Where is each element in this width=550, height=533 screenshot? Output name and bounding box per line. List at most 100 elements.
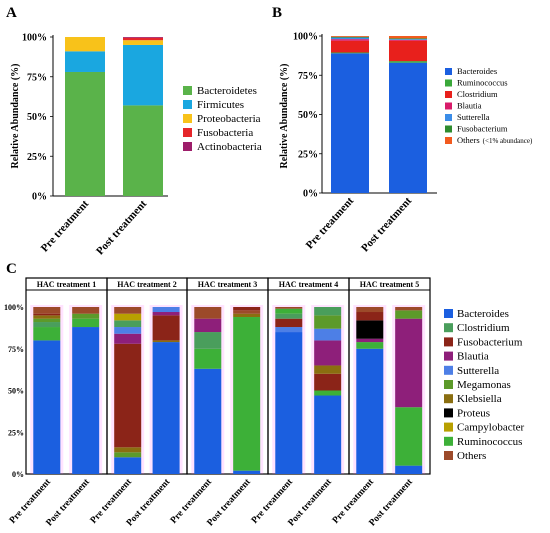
a-legend-label: Proteobacteria	[197, 113, 261, 125]
c-bar-segment-megamonas	[314, 315, 342, 329]
b-legend-swatch	[445, 137, 452, 144]
c-bar-segment-bacteroides	[72, 327, 100, 474]
c-bar-segment-sutterella	[114, 327, 142, 334]
c-legend-label: Klebsiella	[457, 393, 502, 405]
c-group-title: HAC treatment 3	[198, 280, 257, 289]
c-bar-segment-klebsiella	[33, 315, 61, 319]
a-bar-segment-bacteroidetes	[123, 105, 163, 196]
b-ytick-label: 25%	[298, 149, 318, 160]
a-legend-label: Fusobacteria	[197, 127, 253, 139]
c-bar-segment-klebsiella	[314, 365, 342, 374]
b-legend-swatch	[445, 91, 452, 98]
c-legend-swatch	[444, 422, 453, 432]
a-legend-label: Bacteroidetes	[197, 85, 257, 97]
panel-label-c: C	[6, 261, 17, 277]
c-bar-segment-others	[194, 307, 222, 319]
a-legend-swatch	[183, 86, 192, 95]
c-bar-segment-klebsiella	[114, 447, 142, 453]
b-bar-segment-ruminococcus	[389, 61, 427, 63]
c-bar-segment-others	[114, 307, 142, 314]
c-bar-segment-megamonas	[72, 313, 100, 319]
c-bar-segment-others	[395, 307, 423, 311]
c-bar-segment-campylobacter	[114, 313, 142, 321]
a-bar-segment-bacteroidetes	[65, 71, 105, 196]
c-group-title: HAC treatment 1	[37, 280, 96, 289]
b-bar-segment-others	[331, 36, 369, 37]
c-bar-segment-proteus	[356, 320, 384, 339]
c-legend-label: Blautia	[457, 351, 489, 363]
panel-c-chart: HAC treatment 1 HAC treatment 2 HAC treatm…	[4, 277, 525, 528]
c-bar-segment-others	[72, 307, 100, 314]
b-legend-label: Sutterella	[457, 112, 490, 122]
b-bar-segment-blautia	[331, 39, 369, 41]
b-ytick-label: 75%	[298, 71, 318, 82]
panel-label-a: A	[6, 5, 17, 21]
b-legend-swatch	[445, 102, 452, 110]
b-bar-segment-bacteroides	[389, 62, 427, 193]
c-bar-segment-ruminococcus	[194, 348, 222, 369]
c-bar-segment-ruminococcus	[72, 318, 100, 328]
a-legend-label: Actinobacteria	[197, 141, 262, 153]
c-bar-segment-blautia	[314, 340, 342, 366]
b-legend-swatch	[445, 68, 452, 75]
c-bar-segment-bacteroides	[275, 332, 303, 474]
panel-a-chart: Relative Abundance (%) 0% 25% 50% 75% 100% P…	[10, 33, 262, 258]
a-ytick-label: 50%	[27, 112, 47, 123]
c-legend-label: Sutterella	[457, 365, 499, 377]
c-bar-segment-megamonas	[395, 310, 423, 319]
c-legend-swatch	[444, 323, 453, 333]
c-bar-segment-ruminococcus	[275, 308, 303, 314]
c-bar-segment-sutterella	[314, 328, 342, 341]
a-legend-swatch	[183, 114, 192, 123]
c-bar-segment-clostridium	[33, 322, 61, 328]
a-bar-segment-firmicutes	[123, 44, 163, 106]
c-bar-segment-clostridium	[275, 313, 303, 319]
c-bar-segment-fusobacterium	[33, 313, 61, 316]
c-bar-segment-bacteroides	[114, 457, 142, 474]
c-bar-segment-blautia	[395, 318, 423, 408]
panel-label-b: B	[272, 5, 282, 21]
a-xtick-label: Post treatment	[94, 198, 149, 258]
b-bar-segment-fusobacterium	[389, 38, 427, 40]
c-bar-segment-bacteroides	[194, 368, 222, 474]
b-legend-swatch	[445, 114, 452, 121]
c-legend-label: Others	[457, 450, 486, 462]
c-bar-segment-fusobacterium	[356, 312, 384, 321]
c-bar-segment-bacteroides	[395, 465, 423, 474]
b-ytick-label: 0%	[303, 189, 318, 200]
a-bar-segment-proteobacteria	[65, 37, 105, 52]
a-bar-segment-proteobacteria	[123, 40, 163, 45]
b-legend-label: Others (<1% abundance)	[457, 135, 533, 145]
b-legend-label: Clostridium	[457, 89, 498, 99]
b-legend-label: Blautia	[457, 101, 482, 111]
a-legend-label: Firmicutes	[197, 99, 244, 111]
c-ytick-label: 50%	[8, 387, 24, 396]
c-legend-label: Bacteroides	[457, 308, 509, 320]
c-bar-segment-clostridium	[114, 320, 142, 328]
c-legend-label: Campylobacter	[457, 422, 525, 434]
b-bar-segment-ruminococcus	[331, 52, 369, 54]
b-legend-label: Ruminococcus	[457, 78, 508, 88]
c-bar-segment-klebsiella	[233, 313, 261, 318]
c-legend-swatch	[444, 351, 453, 361]
c-legend-label: Ruminococcus	[457, 436, 522, 448]
c-legend-label: Proteus	[457, 407, 490, 419]
c-bar-segment-fusobacterium	[233, 307, 261, 311]
c-bar-segment-ruminococcus	[356, 342, 384, 349]
c-ytick-label: 75%	[8, 345, 24, 354]
c-legend-swatch	[444, 408, 453, 418]
c-legend-swatch	[444, 380, 453, 389]
c-bar-segment-megamonas	[33, 318, 61, 323]
c-bar-segment-blautia	[152, 312, 180, 316]
c-bar-segment-blautia	[356, 338, 384, 343]
b-bar-segment-clostridium	[331, 40, 369, 53]
c-bar-segment-bacteroides	[356, 348, 384, 474]
c-group-title: HAC treatment 4	[279, 280, 338, 289]
panel-b-chart: Relative Abundance (%) 0% 25% 50% 75% 100% P…	[279, 32, 533, 255]
c-bar-segment-bacteroides	[33, 340, 61, 474]
panel-a-ylabel: Relative Abundance (%)	[10, 64, 21, 169]
c-bar-segment-ruminococcus	[395, 407, 423, 466]
c-group-title: HAC treatment 5	[360, 280, 419, 289]
a-ytick-label: 100%	[22, 33, 47, 44]
c-bar-segment-others	[356, 307, 384, 313]
